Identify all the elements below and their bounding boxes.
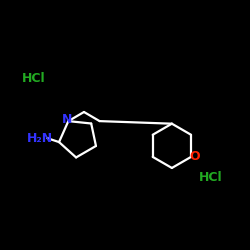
Text: HCl: HCl (199, 170, 223, 183)
Text: O: O (190, 150, 200, 164)
Text: N: N (62, 112, 72, 126)
Text: HCl: HCl (22, 72, 46, 85)
Text: H₂N: H₂N (27, 132, 53, 145)
